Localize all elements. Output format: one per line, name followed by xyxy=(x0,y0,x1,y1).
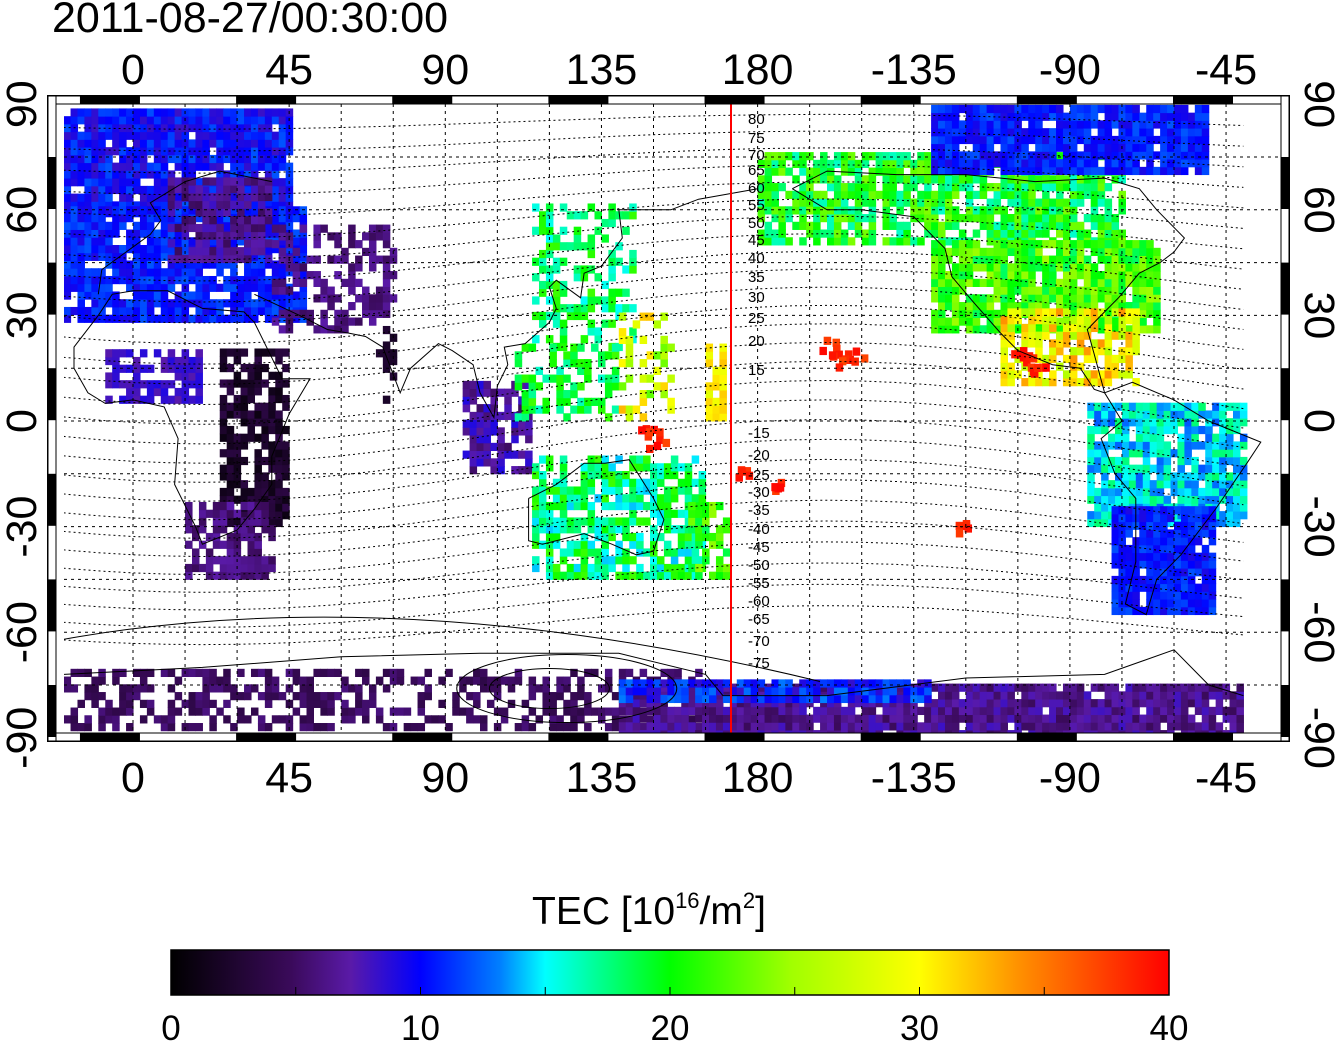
bottom-lon-label: 45 xyxy=(265,754,313,802)
bottom-lon-label: 0 xyxy=(121,754,145,802)
bottom-lon-label: -90 xyxy=(1039,754,1101,802)
mag-lat-label: -60 xyxy=(748,593,770,610)
colorbar-ticks: 0 10 20 30 40 xyxy=(161,987,1188,1042)
mag-lat-label: 50 xyxy=(748,215,765,232)
colorbar-title-exp2: 2 xyxy=(742,888,756,913)
mag-lat-label: -45 xyxy=(748,539,770,556)
axis-labels: 0 45 90 135 180 -135 -90 -450 45 90 135 180 -135 -90-… xyxy=(0,46,1340,802)
mag-lat-label: -65 xyxy=(748,611,770,628)
colorbar-tick-label: 30 xyxy=(900,1009,939,1042)
left-lat-label: -30 xyxy=(0,496,46,558)
top-lon-label: 0 xyxy=(121,46,145,94)
top-lon-label: 90 xyxy=(421,46,469,94)
left-lat-label: 0 xyxy=(0,409,46,433)
mag-lat-label: -20 xyxy=(748,447,770,464)
mag-lat-label: -75 xyxy=(748,655,770,672)
left-lat-label: 60 xyxy=(0,186,46,234)
mag-lat-label: -30 xyxy=(748,484,770,501)
right-lat-label: -60 xyxy=(1295,601,1340,663)
left-lat-label: 30 xyxy=(0,291,46,339)
colorbar-tick-label: 0 xyxy=(161,1009,180,1042)
right-lat-label: -30 xyxy=(1295,496,1340,558)
right-lat-label: 0 xyxy=(1295,409,1340,433)
left-lat-label: 90 xyxy=(0,80,46,128)
mag-lat-label: 30 xyxy=(748,289,765,306)
bottom-lon-label: -135 xyxy=(871,754,957,802)
left-lat-label: -60 xyxy=(0,601,46,663)
coastline-layer xyxy=(64,170,1262,697)
bottom-lon-label: 180 xyxy=(722,754,794,802)
mag-lat-label: 60 xyxy=(748,180,765,197)
colorbar-title-prefix: TEC [10 xyxy=(532,890,676,933)
bottom-lon-label: -45 xyxy=(1195,754,1257,802)
mag-lat-label: 65 xyxy=(748,162,765,179)
timestamp: 2011-08-27/00:30:00 xyxy=(52,0,449,42)
top-lon-label: 45 xyxy=(265,46,313,94)
top-lon-label: 180 xyxy=(722,46,794,94)
magnetic-latitude-contours xyxy=(64,113,1244,724)
mag-lat-label: 15 xyxy=(748,362,765,379)
top-lon-label: -45 xyxy=(1195,46,1257,94)
mag-lat-label: -55 xyxy=(748,575,770,592)
mag-lat-label: -70 xyxy=(748,633,770,650)
mag-lat-label: -40 xyxy=(748,521,770,538)
colorbar-tick-label: 20 xyxy=(651,1009,690,1042)
colorbar-title-suffix: ] xyxy=(755,890,766,933)
right-lat-label: 30 xyxy=(1295,291,1340,339)
mag-lat-label: 80 xyxy=(748,111,765,128)
colorbar-tick-label: 10 xyxy=(401,1009,440,1042)
mag-lat-label: 20 xyxy=(748,333,765,350)
bottom-lon-label: 135 xyxy=(566,754,638,802)
right-lat-label: 60 xyxy=(1295,186,1340,234)
left-lat-label: -90 xyxy=(0,707,46,769)
mag-lat-label: 55 xyxy=(748,197,765,214)
bottom-lon-label: 90 xyxy=(421,754,469,802)
mag-lat-label: 25 xyxy=(748,310,765,327)
mag-lat-label: 35 xyxy=(748,269,765,286)
mag-lat-label: 45 xyxy=(748,232,765,249)
mag-lat-label: 75 xyxy=(748,130,765,147)
mag-lat-label: -35 xyxy=(748,502,770,519)
right-lat-label: 90 xyxy=(1295,80,1340,128)
mag-lat-label: -15 xyxy=(748,425,770,442)
mag-lat-label: 40 xyxy=(748,250,765,267)
top-lon-label: -135 xyxy=(871,46,957,94)
colorbar-title-exp: 16 xyxy=(675,888,700,913)
colorbar-tick-label: 40 xyxy=(1150,1009,1189,1042)
right-lat-label: -90 xyxy=(1295,707,1340,769)
frame-ticks xyxy=(47,95,1290,742)
top-lon-label: 135 xyxy=(566,46,638,94)
mag-lat-label: -50 xyxy=(748,557,770,574)
colorbar-title: TEC [1016/m2] xyxy=(532,888,766,934)
colorbar-title-unit: /m xyxy=(699,890,743,933)
mag-lat-label: 70 xyxy=(748,147,765,164)
top-lon-label: -90 xyxy=(1039,46,1101,94)
mag-lat-label: -25 xyxy=(748,467,770,484)
